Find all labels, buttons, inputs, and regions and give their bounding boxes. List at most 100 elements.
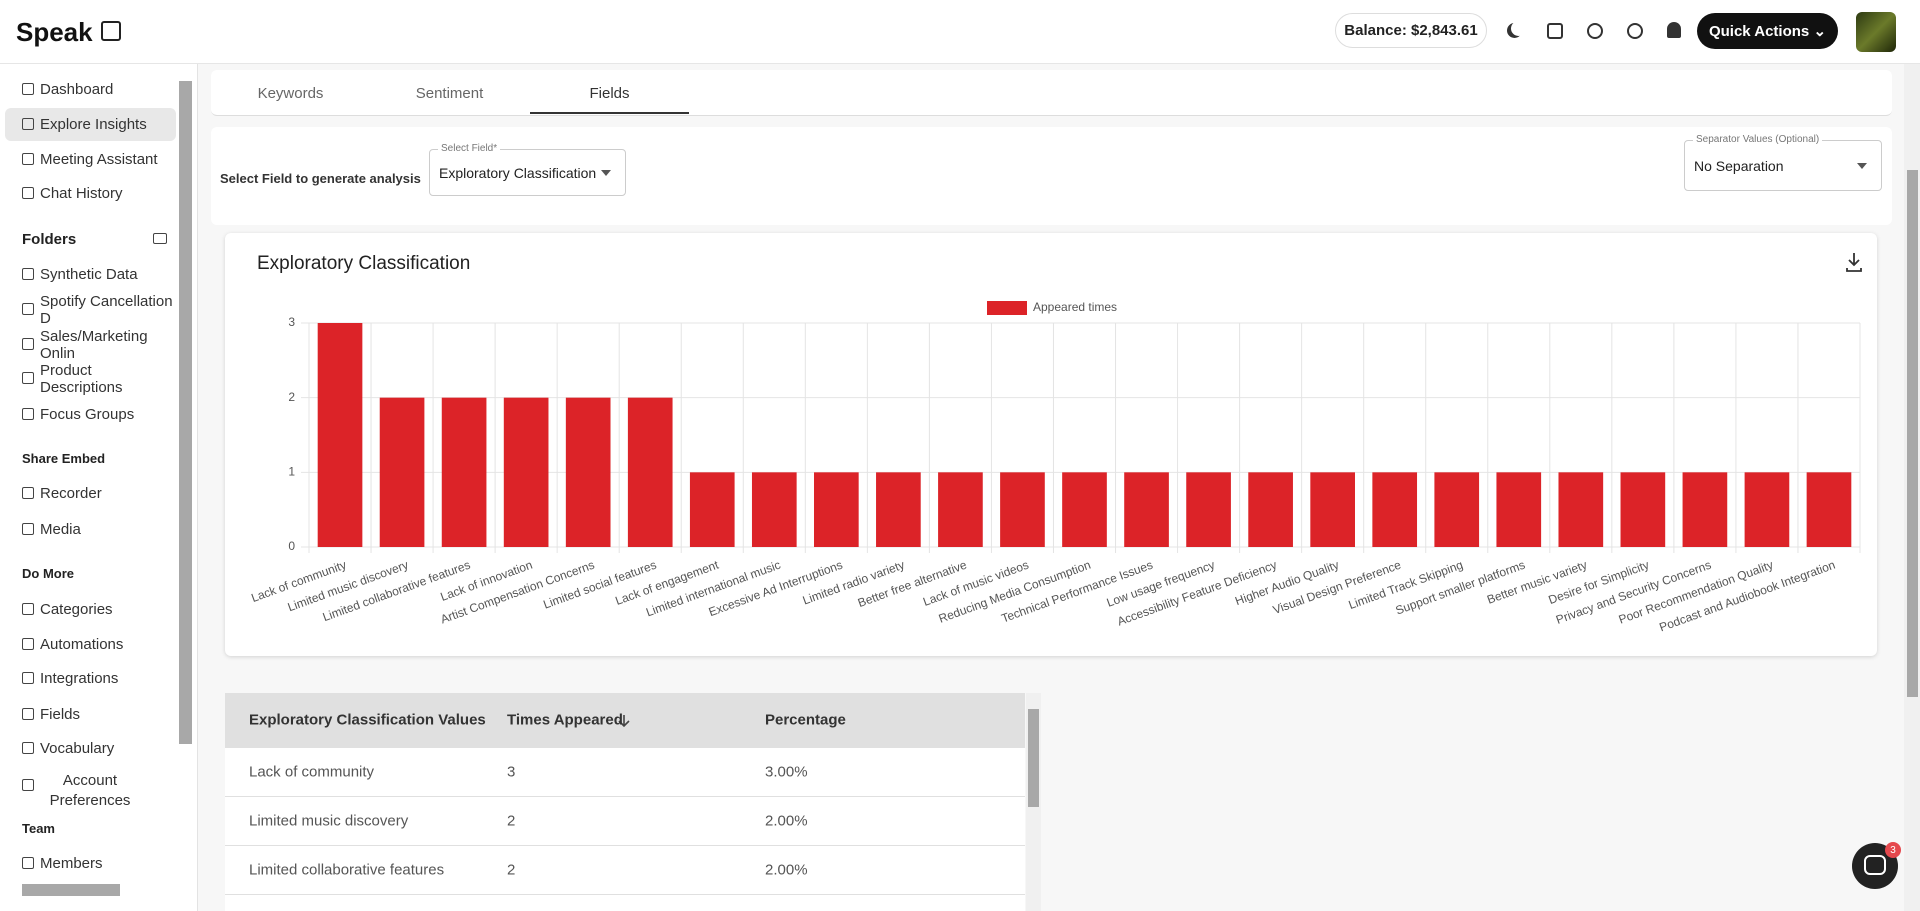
- table-cell: 2.00%: [765, 861, 808, 879]
- download-icon[interactable]: [1846, 253, 1862, 272]
- table-header-cell: Exploratory Classification Values: [249, 711, 486, 729]
- collapse-sidebar[interactable]: [101, 21, 121, 41]
- chart: Exploratory Classification 0 1 2 3 Appeared …: [249, 253, 1862, 634]
- nav-item[interactable]: Vocabulary: [5, 732, 176, 765]
- tab[interactable]: Keywords: [257, 84, 324, 102]
- bar: [1186, 472, 1231, 547]
- bar: [317, 323, 363, 547]
- bar: [1000, 472, 1045, 547]
- bar: [876, 472, 921, 547]
- chat-icon[interactable]: [1587, 23, 1603, 39]
- nav-icon: [22, 779, 34, 791]
- theme-toggle[interactable]: [1507, 23, 1522, 38]
- bar: [1558, 472, 1604, 547]
- sort-icon[interactable]: [617, 714, 631, 728]
- nav-icon: [22, 742, 34, 754]
- bar: [751, 472, 797, 547]
- nav-heading: Do More: [22, 566, 74, 581]
- nav-label: Product Descriptions: [40, 361, 123, 396]
- table-cell: Limited music discovery: [249, 812, 409, 830]
- nav-icon: [22, 672, 34, 684]
- bar: [627, 397, 673, 547]
- nav-heading: Folders: [22, 231, 77, 248]
- separator-select[interactable]: Separator Values (Optional) No Separatio…: [1684, 134, 1882, 191]
- y-tick-label: 2: [288, 390, 295, 404]
- tab[interactable]: Sentiment: [415, 84, 484, 102]
- nav-item[interactable]: Focus Groups: [5, 398, 176, 431]
- notifications-icon[interactable]: [1667, 22, 1681, 38]
- nav-item[interactable]: Recorder: [5, 477, 176, 510]
- table-cell: 2.00%: [765, 812, 808, 830]
- nav-label: Categories: [40, 601, 113, 618]
- bar: [689, 472, 735, 547]
- bar: [1682, 472, 1728, 547]
- legend-label: Appeared times: [1033, 300, 1117, 314]
- field-select-label: Select Field*: [438, 143, 501, 154]
- nav-icon: [22, 153, 34, 165]
- nav-icon: [22, 638, 34, 650]
- nav-icon: [22, 83, 34, 95]
- new-folder-icon[interactable]: [153, 233, 167, 244]
- nav-icon: [22, 268, 34, 280]
- nav-item[interactable]: Integrations: [5, 662, 176, 695]
- nav-icon: [22, 487, 34, 499]
- nav-item[interactable]: Categories: [5, 593, 176, 626]
- nav-icon: [22, 857, 34, 869]
- nav-item[interactable]: Sales/Marketing Onlin: [5, 328, 176, 362]
- caret: [601, 169, 611, 176]
- nav-icon: [22, 118, 34, 130]
- nav-item[interactable]: Spotify Cancellation D: [5, 293, 176, 327]
- chart-card: Exploratory Classification 0 1 2 3 Appeared …: [225, 233, 1877, 656]
- nav-item[interactable]: Explore Insights: [5, 108, 176, 141]
- bar: [1248, 472, 1293, 547]
- nav-item[interactable]: Synthetic Data: [5, 258, 176, 291]
- chat-launcher[interactable]: 3: [1852, 842, 1901, 889]
- nav-label: Members: [40, 855, 103, 872]
- bar: [1062, 472, 1107, 547]
- bar: [1620, 472, 1666, 547]
- nav-item[interactable]: Meeting Assistant: [5, 143, 176, 176]
- table-header-cell: Times Appeared: [507, 711, 623, 729]
- balance: Balance: $2,843.61: [1335, 13, 1487, 48]
- nav-item[interactable]: Members: [5, 847, 176, 880]
- bar: [1806, 472, 1852, 547]
- nav-label: Meeting Assistant: [40, 151, 158, 168]
- nav-item[interactable]: Product Descriptions: [5, 361, 176, 396]
- nav-label: Dashboard: [40, 81, 114, 98]
- field-select[interactable]: Select Field* Exploratory Classification: [429, 143, 626, 196]
- nav-item[interactable]: Automations: [5, 628, 176, 661]
- field-select-value: Exploratory Classification: [439, 165, 597, 181]
- translate-icon[interactable]: [1547, 23, 1563, 39]
- bar: [1124, 472, 1169, 547]
- y-tick-label: 3: [288, 315, 295, 329]
- bar: [1372, 472, 1418, 547]
- quick-actions-button[interactable]: Quick Actions ⌄: [1697, 13, 1838, 49]
- nav-item[interactable]: Chat History: [5, 177, 176, 210]
- nav-heading: Share Embed: [22, 451, 106, 466]
- nav-label: Vocabulary: [40, 740, 115, 757]
- tab[interactable]: Fields: [589, 84, 630, 102]
- nav-item[interactable]: Dashboard: [5, 73, 176, 106]
- nav-label: Synthetic Data: [40, 266, 138, 283]
- avatar[interactable]: [1856, 12, 1896, 52]
- bar: [938, 472, 983, 547]
- nav-icon: [22, 338, 34, 350]
- help-icon[interactable]: [1627, 23, 1643, 39]
- sidebar: Dashboard Explore Insights Meeting Assista…: [0, 64, 198, 911]
- nav-icon: [22, 408, 34, 420]
- chat-launcher-icon: [1864, 855, 1886, 875]
- nav-icon: [22, 603, 34, 615]
- table-cell: 2: [507, 812, 516, 830]
- table-header-cell: Percentage: [765, 711, 846, 729]
- nav-item[interactable]: Account Preferences: [5, 769, 176, 813]
- bar: [441, 397, 487, 547]
- logo[interactable]: Speak: [16, 17, 93, 47]
- nav-item[interactable]: Media: [5, 513, 176, 546]
- nav-item[interactable]: Fields: [5, 698, 176, 731]
- table-cell: Lack of community: [249, 763, 375, 781]
- scroll-thumb: [1028, 709, 1039, 807]
- chart-title: Exploratory Classification: [257, 253, 470, 274]
- nav-label: Recorder: [40, 485, 102, 502]
- table-cell: 3.00%: [765, 763, 808, 781]
